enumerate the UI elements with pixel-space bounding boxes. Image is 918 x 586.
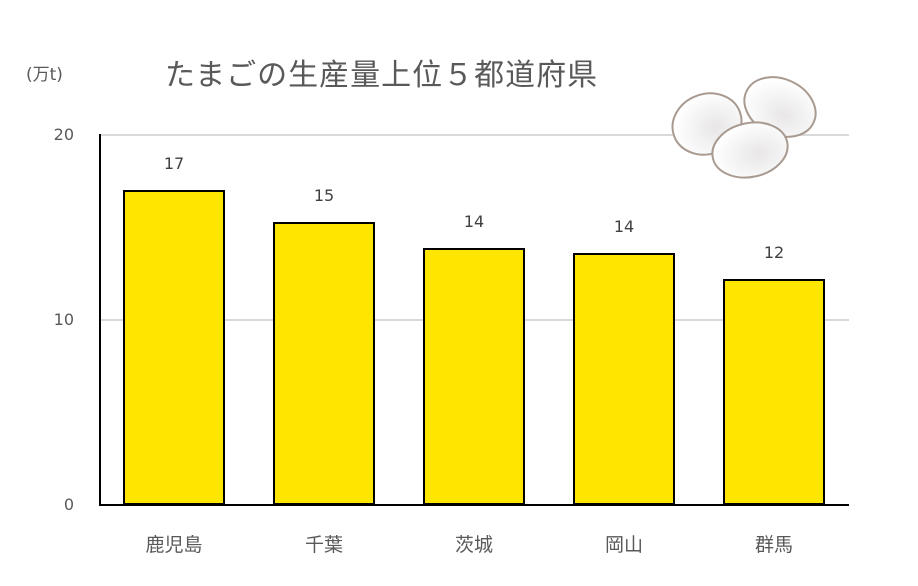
data-label: 14 — [613, 217, 635, 236]
x-tick-label: 茨城 — [454, 534, 493, 556]
y-tick-20: 20 — [53, 125, 74, 144]
x-tick-label: 鹿児島 — [145, 534, 203, 556]
data-label: 17 — [163, 154, 185, 173]
bar-0 — [123, 190, 225, 505]
x-axis — [99, 504, 849, 506]
bar-3 — [573, 253, 675, 505]
bar-1 — [273, 222, 375, 505]
y-tick-10: 10 — [53, 310, 74, 329]
x-tick-label: 岡山 — [604, 534, 643, 556]
chart-title: たまごの生産量上位５都道府県 — [165, 58, 599, 93]
x-tick-label: 千葉 — [304, 534, 343, 556]
y-tick-0: 0 — [63, 495, 74, 514]
bar-2 — [423, 248, 525, 505]
eggs-icon — [671, 76, 817, 179]
y-axis-unit-label: (万t) — [26, 65, 63, 85]
bar-4 — [723, 279, 825, 505]
y-axis — [99, 134, 101, 506]
data-label: 12 — [763, 243, 785, 262]
data-label: 14 — [463, 212, 485, 231]
x-tick-label: 群馬 — [754, 534, 793, 556]
gridline-20 — [101, 134, 849, 136]
data-label: 15 — [313, 186, 335, 205]
